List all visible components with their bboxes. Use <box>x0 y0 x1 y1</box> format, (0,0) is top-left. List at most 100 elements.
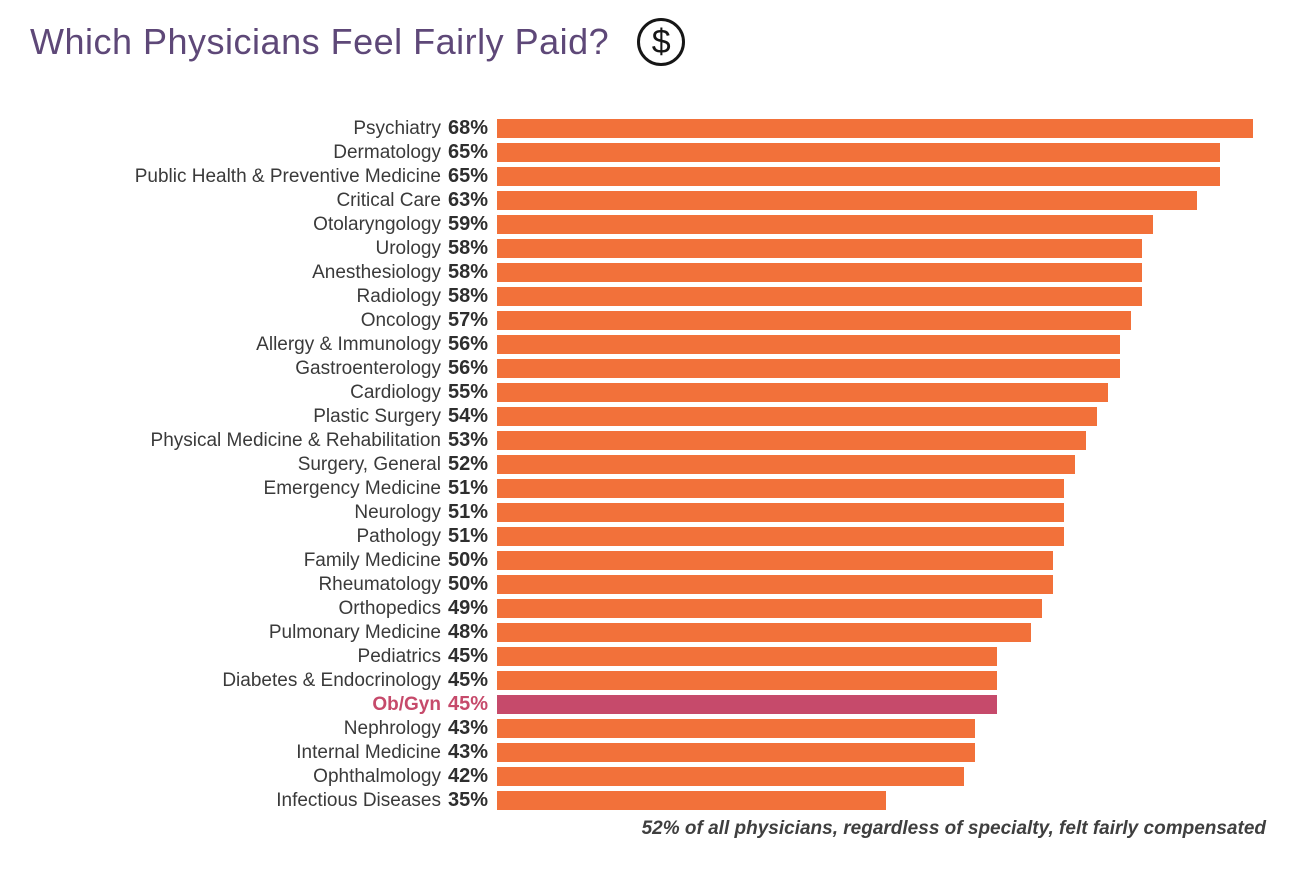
chart-row: Internal Medicine 43% <box>0 740 1290 764</box>
chart-row: Rheumatology 50% <box>0 572 1290 596</box>
category-label: Radiology <box>356 285 441 307</box>
bar <box>497 694 998 714</box>
bar-track <box>497 766 1253 786</box>
bar-track <box>497 646 1253 666</box>
bar-track <box>497 742 1253 762</box>
chart-row: Pulmonary Medicine 48% <box>0 620 1290 644</box>
bar-track <box>497 694 1253 714</box>
footer-annotation: 52% of all physicians, regardless of spe… <box>641 818 1266 839</box>
value-label: 58% <box>447 260 488 283</box>
bar <box>497 454 1076 474</box>
chart-row: Public Health & Preventive Medicine 65% <box>0 164 1290 188</box>
row-labels: Infectious Diseases 35% <box>0 789 488 812</box>
value-label: 59% <box>447 212 488 235</box>
category-label: Pediatrics <box>357 645 441 667</box>
category-label: Family Medicine <box>303 549 441 571</box>
value-label: 57% <box>447 308 488 331</box>
chart-row: Ophthalmology 42% <box>0 764 1290 788</box>
bar <box>497 406 1098 426</box>
value-label: 65% <box>447 140 488 163</box>
chart-row: Otolaryngology 59% <box>0 212 1290 236</box>
value-label: 54% <box>447 404 488 427</box>
row-labels: Internal Medicine 43% <box>0 741 488 764</box>
bar-track <box>497 262 1253 282</box>
bar-track <box>497 310 1253 330</box>
page-title: Which Physicians Feel Fairly Paid? <box>30 21 610 62</box>
value-label: 43% <box>447 740 488 763</box>
value-label: 51% <box>447 524 488 547</box>
bar-track <box>497 526 1253 546</box>
category-label: Physical Medicine & Rehabilitation <box>150 429 441 451</box>
bar-track <box>497 166 1253 186</box>
category-label: Neurology <box>354 501 441 523</box>
bar-track <box>497 550 1253 570</box>
row-labels: Plastic Surgery 54% <box>0 405 488 428</box>
chart-row: Anesthesiology 58% <box>0 260 1290 284</box>
bar <box>497 502 1064 522</box>
category-label: Psychiatry <box>353 117 441 139</box>
row-labels: Urology 58% <box>0 237 488 260</box>
row-labels: Neurology 51% <box>0 501 488 524</box>
value-label: 51% <box>447 476 488 499</box>
row-labels: Radiology 58% <box>0 285 488 308</box>
bar <box>497 790 887 810</box>
bar-track <box>497 430 1253 450</box>
bar <box>497 190 1198 210</box>
bar <box>497 766 964 786</box>
category-label: Infectious Diseases <box>276 789 441 811</box>
value-label: 50% <box>447 572 488 595</box>
chart-row: Physical Medicine & Rehabilitation 53% <box>0 428 1290 452</box>
chart-row: Nephrology 43% <box>0 716 1290 740</box>
category-label: Ob/Gyn <box>372 693 441 715</box>
bar-track <box>497 382 1253 402</box>
row-labels: Nephrology 43% <box>0 717 488 740</box>
bar-track <box>497 478 1253 498</box>
chart-row: Gastroenterology 56% <box>0 356 1290 380</box>
bar-track <box>497 358 1253 378</box>
row-labels: Pulmonary Medicine 48% <box>0 621 488 644</box>
bar <box>497 166 1220 186</box>
row-labels: Otolaryngology 59% <box>0 213 488 236</box>
bar <box>497 574 1053 594</box>
value-label: 42% <box>447 764 488 787</box>
value-label: 43% <box>447 716 488 739</box>
row-labels: Oncology 57% <box>0 309 488 332</box>
chart-row: Orthopedics 49% <box>0 596 1290 620</box>
value-label: 56% <box>447 356 488 379</box>
category-label: Diabetes & Endocrinology <box>222 669 441 691</box>
row-labels: Family Medicine 50% <box>0 549 488 572</box>
bar <box>497 262 1142 282</box>
row-labels: Allergy & Immunology 56% <box>0 333 488 356</box>
bar-chart: Psychiatry 68% Dermatology 65% Public Heal… <box>0 116 1290 812</box>
chart-row: Emergency Medicine 51% <box>0 476 1290 500</box>
value-label: 58% <box>447 284 488 307</box>
row-labels: Pediatrics 45% <box>0 645 488 668</box>
bar-track <box>497 406 1253 426</box>
category-label: Pulmonary Medicine <box>268 621 441 643</box>
category-label: Surgery, General <box>297 453 441 475</box>
category-label: Dermatology <box>333 141 441 163</box>
chart-row: Dermatology 65% <box>0 140 1290 164</box>
bar <box>497 142 1220 162</box>
category-label: Pathology <box>356 525 441 547</box>
bar <box>497 478 1064 498</box>
value-label: 51% <box>447 500 488 523</box>
chart-row: Psychiatry 68% <box>0 116 1290 140</box>
bar <box>497 718 976 738</box>
bar <box>497 646 998 666</box>
row-labels: Ophthalmology 42% <box>0 765 488 788</box>
row-labels: Orthopedics 49% <box>0 597 488 620</box>
category-label: Oncology <box>360 309 441 331</box>
row-labels: Dermatology 65% <box>0 141 488 164</box>
category-label: Plastic Surgery <box>313 405 441 427</box>
row-labels: Anesthesiology 58% <box>0 261 488 284</box>
row-labels: Critical Care 63% <box>0 189 488 212</box>
category-label: Nephrology <box>343 717 441 739</box>
bar <box>497 670 998 690</box>
value-label: 63% <box>447 188 488 211</box>
chart-row: Diabetes & Endocrinology 45% <box>0 668 1290 692</box>
bar-track <box>497 790 1253 810</box>
category-label: Cardiology <box>350 381 441 403</box>
category-label: Gastroenterology <box>295 357 441 379</box>
row-labels: Diabetes & Endocrinology 45% <box>0 669 488 692</box>
